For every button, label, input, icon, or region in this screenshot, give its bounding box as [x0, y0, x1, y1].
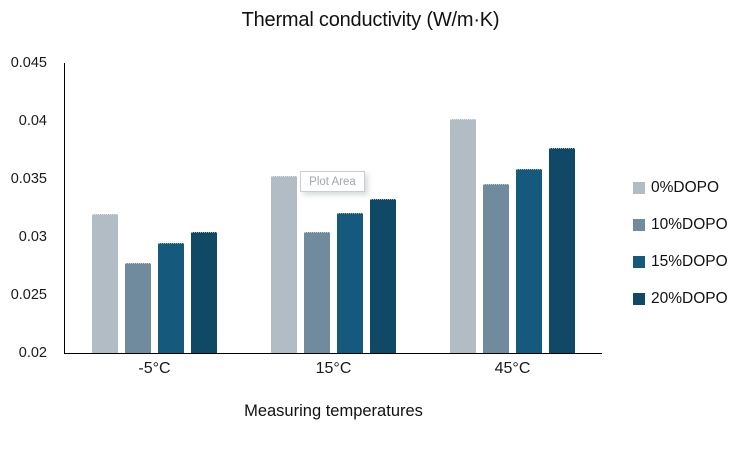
legend-item-10pct-dopo[interactable]: 10%DOPO	[633, 215, 728, 233]
legend-swatch-icon	[633, 181, 645, 194]
plot-area-tooltip: Plot Area	[300, 171, 365, 192]
bar-10pct-dopo[interactable]	[125, 262, 151, 353]
legend-swatch-icon	[633, 218, 645, 231]
bar-20pct-dopo[interactable]	[549, 147, 575, 353]
bar-20pct-dopo[interactable]	[191, 232, 217, 353]
x-tick-label[interactable]: 15°C	[315, 360, 352, 377]
y-tick-label[interactable]: 0.02	[18, 345, 47, 361]
plot-area[interactable]	[63, 63, 602, 354]
x-tick-label[interactable]: 45°C	[494, 360, 531, 377]
legend-label: 15%DOPO	[651, 252, 728, 270]
bar-10pct-dopo[interactable]	[483, 183, 509, 353]
bar-15pct-dopo[interactable]	[516, 168, 542, 353]
legend-label: 20%DOPO	[651, 289, 728, 307]
x-axis-title[interactable]: Measuring temperatures	[244, 402, 423, 420]
bar-group	[244, 63, 423, 353]
legend-label: 0%DOPO	[651, 178, 720, 196]
x-tick-label[interactable]: -5°C	[138, 360, 171, 377]
y-tick-label[interactable]: 0.03	[18, 229, 47, 245]
bar-0pct-dopo[interactable]	[271, 175, 297, 353]
bar-20pct-dopo[interactable]	[370, 198, 396, 353]
legend-item-20pct-dopo[interactable]: 20%DOPO	[633, 289, 728, 307]
y-tick-label[interactable]: 0.025	[10, 287, 47, 303]
bar-15pct-dopo[interactable]	[158, 242, 184, 353]
legend: 0%DOPO 10%DOPO 15%DOPO 20%DOPO	[633, 178, 728, 307]
bar-0pct-dopo[interactable]	[92, 213, 118, 353]
tooltip-label: Plot Area	[309, 175, 356, 188]
legend-swatch-icon	[633, 255, 645, 268]
bar-15pct-dopo[interactable]	[337, 212, 363, 353]
legend-item-15pct-dopo[interactable]: 15%DOPO	[633, 252, 728, 270]
y-tick-label[interactable]: 0.045	[10, 55, 47, 71]
legend-item-0pct-dopo[interactable]: 0%DOPO	[633, 178, 728, 196]
legend-swatch-icon	[633, 292, 645, 305]
bar-0pct-dopo[interactable]	[450, 118, 476, 353]
y-tick-label[interactable]: 0.04	[18, 113, 47, 129]
bar-group	[423, 63, 602, 353]
bar-10pct-dopo[interactable]	[304, 232, 330, 353]
y-tick-label[interactable]: 0.035	[10, 171, 47, 187]
chart-title[interactable]: Thermal conductivity (W/m·K)	[241, 9, 500, 31]
legend-label: 10%DOPO	[651, 215, 728, 233]
bar-group	[65, 63, 244, 353]
